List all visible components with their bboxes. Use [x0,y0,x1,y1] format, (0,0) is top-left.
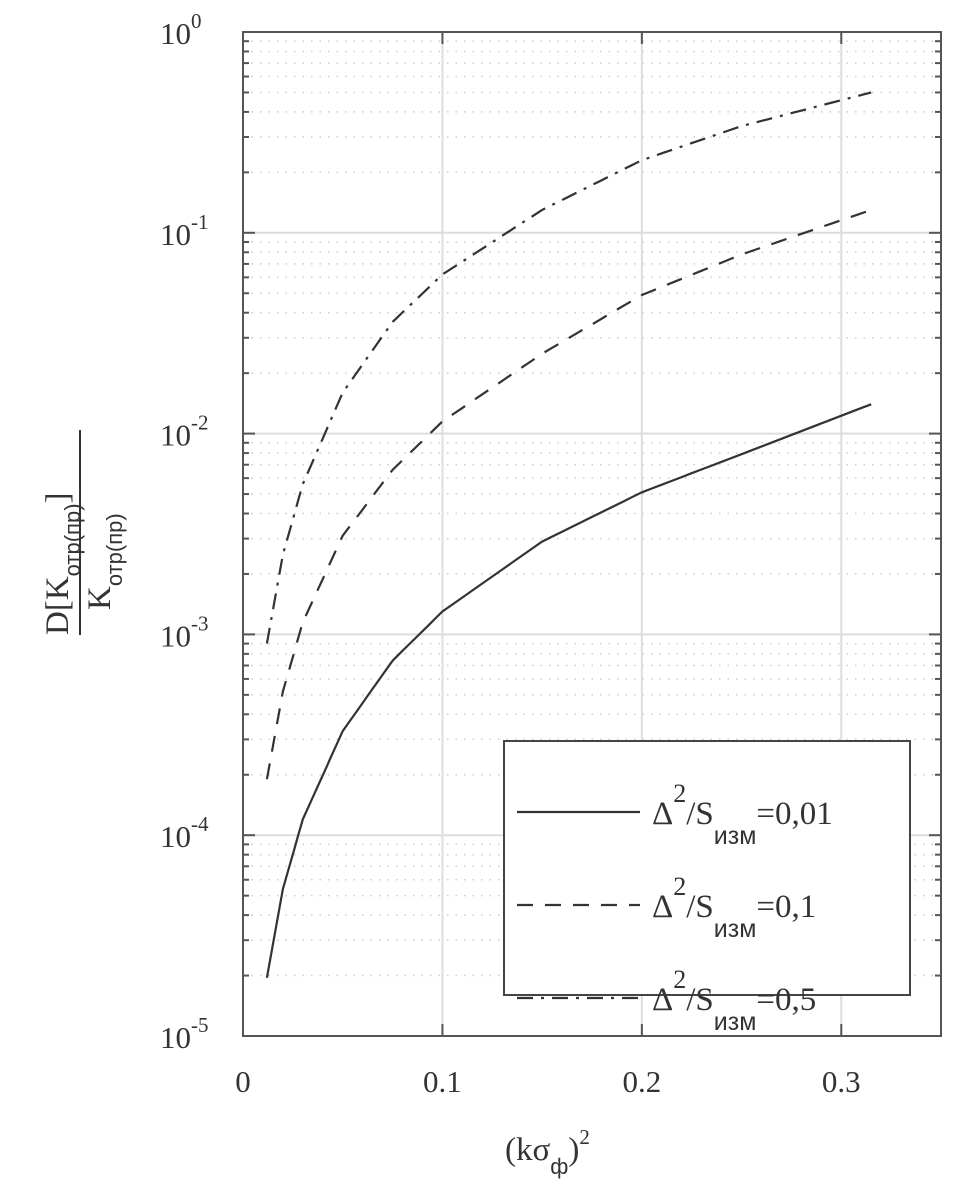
legend-sup: 2 [673,965,686,994]
y-tick-label: 10-1 [160,210,209,252]
legend-post: =0,5 [756,982,816,1018]
curves [265,91,872,978]
x-label-close: ) [568,1132,579,1168]
y-label-num-pre: D[K [40,576,76,635]
legend-sub: изм [714,915,757,943]
y-tick-exp: -2 [191,411,209,435]
legend-delta: Δ [652,889,673,925]
legend-sup: 2 [673,872,686,901]
ticks [242,31,941,1037]
x-axis-label: (kσф)2 [505,1125,590,1179]
x-tick-label: 0.1 [423,1064,462,1099]
y-tick-base: 10 [160,1020,191,1055]
legend-post: =0,1 [756,889,816,925]
series-line-1 [265,403,872,978]
y-tick-exp: 0 [191,9,202,33]
legend-sub: изм [714,1008,757,1036]
y-tick-exp: -4 [191,812,209,836]
y-tick-label: 10-3 [160,611,209,653]
y-tick-label: 100 [160,9,202,51]
legend-mid: /S [686,982,714,1018]
y-label-num-sub: отр(пр) [60,503,85,576]
legend-sub: изм [714,822,757,850]
y-label-num-post: ] [40,492,76,503]
y-tick-exp: -1 [191,210,209,234]
series-line-3 [265,91,872,644]
x-label-sup: 2 [579,1125,590,1149]
legend-mid: /S [686,889,714,925]
y-tick-base: 10 [160,16,191,51]
x-tick-label: 0 [235,1064,251,1099]
x-tick-label: 0.2 [622,1064,661,1099]
legend-delta: Δ [652,796,673,832]
series-line-2 [265,208,872,780]
y-label-den-sub: отр(пр) [102,513,127,586]
y-label-den-pre: K [82,586,118,610]
y-tick-exp: -3 [191,611,209,635]
legend-sup: 2 [673,779,686,808]
y-tick-base: 10 [160,418,191,453]
x-tick-labels: 0 0.1 0.2 0.3 [235,1064,860,1099]
y-tick-label: 10-2 [160,411,209,453]
legend-label-1: Δ2/Sизм=0,01 [652,779,833,850]
y-tick-label: 10-4 [160,812,209,854]
x-label-base: (kσ [505,1132,550,1168]
x-label-sub: ф [550,1154,568,1179]
y-axis-label: D[Kотр(пр)] Kотр(пр) [40,430,127,635]
svg-text:D[Kотр(пр)]: D[Kотр(пр)] [40,492,85,635]
legend-label-3: Δ2/Sизм=0,5 [652,965,816,1036]
plot-frame [242,31,942,1037]
svg-text:(kσф)2: (kσф)2 [505,1125,590,1179]
y-tick-base: 10 [160,217,191,252]
legend-box [503,740,911,996]
y-tick-base: 10 [160,819,191,854]
legend-delta: Δ [652,982,673,1018]
legend-post: =0,01 [756,796,832,832]
legend-mid: /S [686,796,714,832]
y-tick-exp: -5 [191,1013,209,1037]
y-tick-label: 10-5 [160,1013,209,1055]
y-tick-base: 10 [160,618,191,653]
x-tick-label: 0.3 [822,1064,861,1099]
svg-text:Kотр(пр): Kотр(пр) [82,513,127,610]
legend-label-2: Δ2/Sизм=0,1 [652,872,816,943]
